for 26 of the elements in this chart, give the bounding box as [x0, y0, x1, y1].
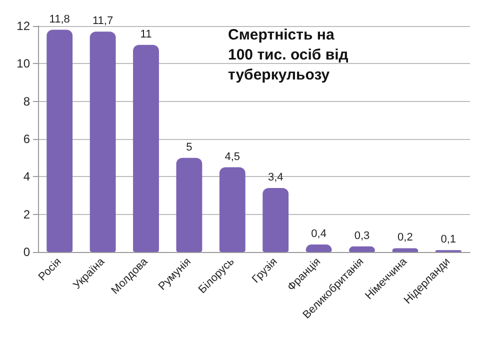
- data-label: 0,2: [398, 232, 413, 244]
- data-label: 4,5: [224, 150, 240, 163]
- data-label: 5: [186, 141, 192, 154]
- y-tick-label: 12: [16, 19, 30, 33]
- data-label: 11: [140, 28, 152, 40]
- bar: [46, 30, 73, 252]
- y-tick-label: 10: [16, 56, 30, 71]
- data-label: 3,4: [268, 171, 284, 184]
- bar: [349, 246, 375, 252]
- y-tick-label: 6: [23, 132, 30, 146]
- y-tick-label: 4: [23, 170, 30, 184]
- y-tick-label: 8: [23, 94, 30, 108]
- data-label: 0,3: [354, 230, 370, 242]
- bar: [262, 188, 289, 252]
- data-label: 0,1: [440, 234, 456, 246]
- data-label: 0,4: [311, 228, 326, 240]
- bar: [133, 44, 159, 252]
- data-label: 11,7: [92, 15, 114, 28]
- y-tick-label: 2: [23, 207, 30, 222]
- bar: [392, 248, 418, 252]
- text: Смертність на 100 тис. осіб від туберкульозу: [228, 26, 352, 84]
- y-tick-label: 0: [23, 245, 30, 259]
- bar: [219, 167, 246, 252]
- bar: [176, 158, 202, 252]
- bar: [90, 32, 116, 252]
- data-label: 11,8: [49, 13, 70, 26]
